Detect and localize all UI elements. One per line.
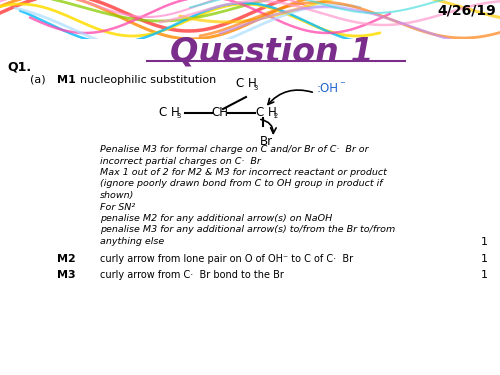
Text: Q1.: Q1. bbox=[7, 61, 31, 74]
Text: M2: M2 bbox=[57, 255, 76, 264]
Text: Br: Br bbox=[260, 135, 272, 148]
Text: CH: CH bbox=[212, 105, 228, 118]
Text: Question 1: Question 1 bbox=[170, 35, 374, 68]
Text: C H: C H bbox=[158, 105, 180, 118]
Text: C H: C H bbox=[236, 77, 256, 90]
Text: 1: 1 bbox=[481, 270, 488, 280]
Text: M3: M3 bbox=[57, 270, 76, 280]
Text: shown): shown) bbox=[100, 191, 134, 200]
Text: :OH: :OH bbox=[317, 82, 339, 96]
Text: 1: 1 bbox=[481, 255, 488, 264]
Text: $_3$: $_3$ bbox=[176, 111, 182, 121]
Text: M1: M1 bbox=[57, 75, 76, 85]
Text: Penalise M3 for formal charge on C and/or Br of C·  Br or: Penalise M3 for formal charge on C and/o… bbox=[100, 145, 368, 154]
Text: nucleophilic substitution: nucleophilic substitution bbox=[80, 75, 216, 85]
Text: 1: 1 bbox=[481, 237, 488, 247]
Text: For SN²: For SN² bbox=[100, 202, 135, 211]
Text: 4/26/19: 4/26/19 bbox=[437, 3, 496, 17]
Text: C H: C H bbox=[256, 105, 276, 118]
Text: curly arrow from C·  Br bond to the Br: curly arrow from C· Br bond to the Br bbox=[100, 270, 284, 280]
Text: incorrect partial charges on C·  Br: incorrect partial charges on C· Br bbox=[100, 156, 261, 165]
Text: penalise M3 for any additional arrow(s) to/from the Br to/from: penalise M3 for any additional arrow(s) … bbox=[100, 225, 395, 234]
Text: anything else: anything else bbox=[100, 237, 164, 246]
Text: (ignore poorly drawn bond from C to OH group in product if: (ignore poorly drawn bond from C to OH g… bbox=[100, 180, 382, 189]
Text: curly arrow from lone pair on O of OH⁻ to C of C·  Br: curly arrow from lone pair on O of OH⁻ t… bbox=[100, 255, 353, 264]
Text: penalise M2 for any additional arrow(s) on NaOH: penalise M2 for any additional arrow(s) … bbox=[100, 214, 332, 223]
Text: $^{-}$: $^{-}$ bbox=[339, 80, 346, 90]
Text: Max 1 out of 2 for M2 & M3 for incorrect reactant or product: Max 1 out of 2 for M2 & M3 for incorrect… bbox=[100, 168, 387, 177]
Text: $_2$: $_2$ bbox=[273, 111, 279, 121]
Text: $_3$: $_3$ bbox=[253, 83, 259, 93]
Bar bbox=[0, 39, 500, 375]
Text: (a): (a) bbox=[30, 75, 46, 85]
